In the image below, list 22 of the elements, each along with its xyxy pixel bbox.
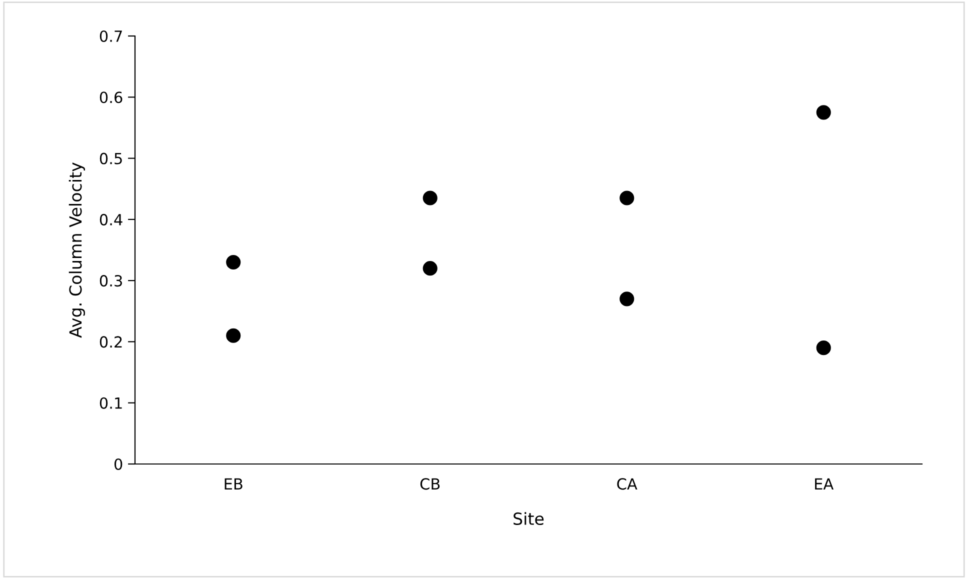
point — [422, 190, 438, 206]
y-tick-label: 0.7 — [100, 30, 122, 42]
point — [816, 105, 831, 120]
y-axis-title: Avg. Column Velocity — [68, 162, 86, 338]
y-tick-label: 0.3 — [100, 275, 122, 287]
y-tick-label: 0.6 — [100, 92, 122, 104]
point — [620, 190, 634, 206]
point — [816, 340, 831, 356]
point — [226, 328, 241, 343]
y-tick-label: 0.5 — [100, 152, 122, 164]
x-tick-label: EB — [224, 478, 242, 490]
point — [226, 254, 241, 270]
point — [422, 261, 438, 276]
y-tick-label: 0 — [114, 458, 122, 470]
x-axis-title: Site — [514, 512, 544, 526]
y-tick-label: 0.1 — [100, 397, 122, 409]
point — [620, 292, 634, 306]
x-tick-label: CA — [617, 478, 638, 490]
y-tick-label: 0.2 — [100, 336, 122, 348]
x-tick-label: CB — [420, 478, 440, 490]
y-tick-label: 0.4 — [100, 214, 122, 226]
x-tick-label: EA — [815, 478, 834, 490]
